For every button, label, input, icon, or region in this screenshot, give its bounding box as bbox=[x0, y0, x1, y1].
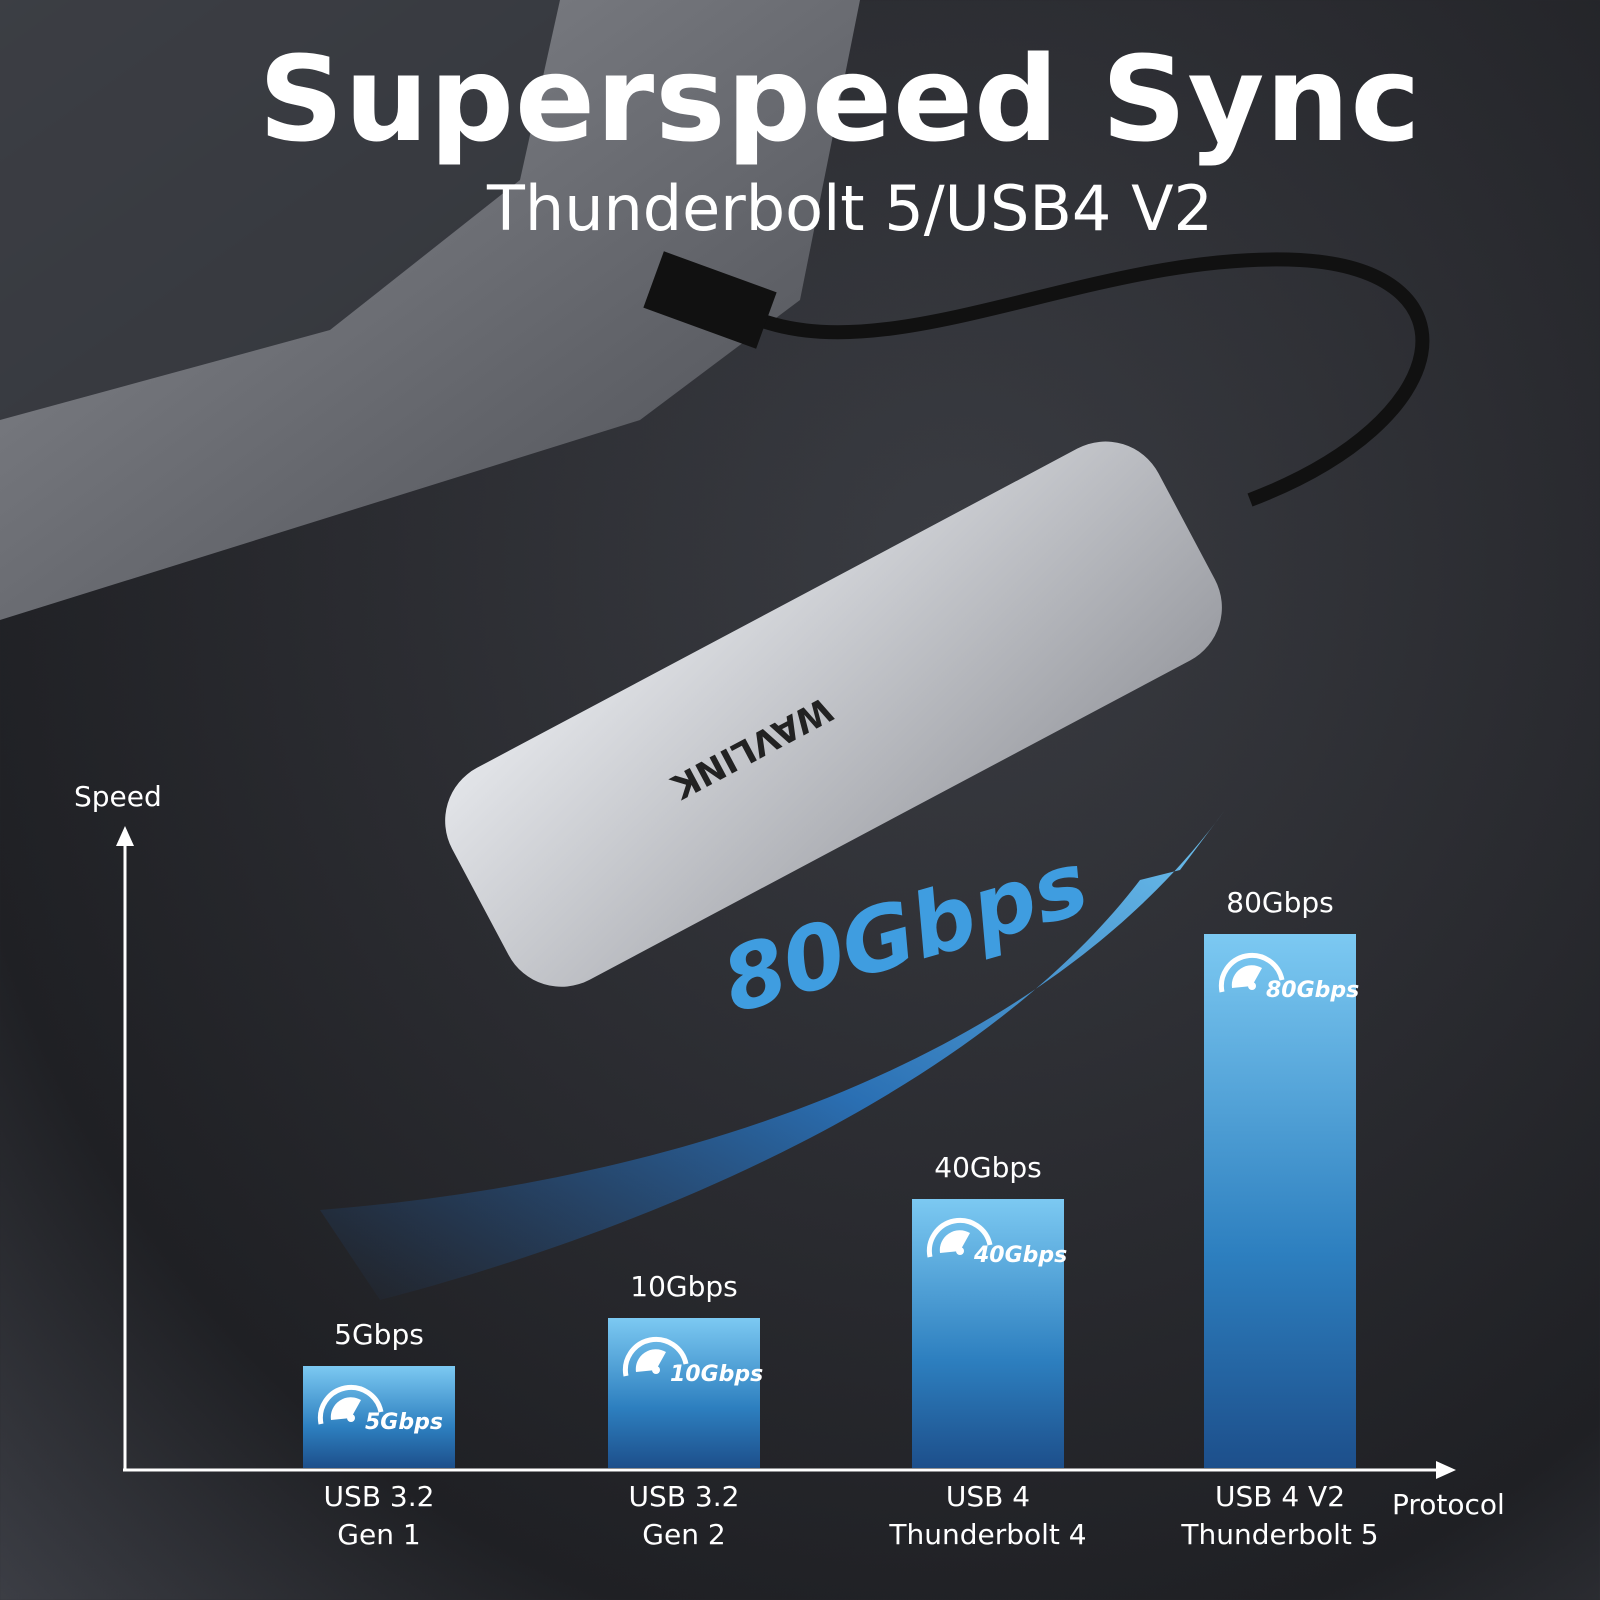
bar-value-label: 80Gbps bbox=[1226, 886, 1334, 919]
bar-value-label: 40Gbps bbox=[934, 1151, 1042, 1184]
bar-3 bbox=[1204, 934, 1356, 1468]
category-label-line: USB 4 V2 bbox=[1214, 1480, 1346, 1513]
x-axis-arrow bbox=[1436, 1461, 1456, 1479]
category-label-line: USB 4 bbox=[945, 1480, 1031, 1513]
speedometer-icon bbox=[317, 1384, 384, 1425]
y-axis-label: Speed bbox=[74, 780, 162, 813]
laptop-illustration bbox=[0, 0, 860, 620]
headline: Superspeed Sync bbox=[258, 30, 1422, 168]
category-label: USB 4 V2 Thunderbolt 5 bbox=[1120, 1478, 1440, 1554]
bar-inner-label: 40Gbps bbox=[974, 1243, 1068, 1268]
subheadline: Thunderbolt 5/USB4 V2 bbox=[487, 172, 1213, 245]
bar-inner-label: 80Gbps bbox=[1266, 978, 1360, 1003]
cable-plug-top bbox=[643, 251, 777, 349]
speedometer-icon bbox=[926, 1217, 993, 1258]
speedometer-icon bbox=[1218, 952, 1285, 993]
cable bbox=[757, 252, 1430, 507]
category-label-line: Thunderbolt 4 bbox=[889, 1518, 1087, 1551]
category-label-line: USB 3.2 bbox=[628, 1480, 740, 1513]
category-label-line: Thunderbolt 5 bbox=[1181, 1518, 1379, 1551]
bar-value-label: 5Gbps bbox=[334, 1318, 424, 1351]
bar-inner-label: 10Gbps bbox=[670, 1362, 764, 1387]
bar-1 bbox=[608, 1318, 760, 1468]
bar-inner-label: 5Gbps bbox=[365, 1410, 443, 1435]
category-label: USB 3.2 Gen 2 bbox=[524, 1478, 844, 1554]
category-label: USB 3.2 Gen 1 bbox=[219, 1478, 539, 1554]
category-label-line: USB 3.2 bbox=[323, 1480, 435, 1513]
category-label-line: Gen 2 bbox=[642, 1518, 726, 1551]
speedometer-icon bbox=[622, 1336, 689, 1377]
y-axis-arrow bbox=[116, 826, 134, 846]
x-axis-label: Protocol bbox=[1392, 1488, 1505, 1521]
category-label: USB 4 Thunderbolt 4 bbox=[828, 1478, 1148, 1554]
ssd-enclosure: WAVLINK bbox=[445, 441, 1222, 987]
category-label-line: Gen 1 bbox=[337, 1518, 421, 1551]
bar-0 bbox=[303, 1366, 455, 1468]
speed-arc bbox=[320, 810, 1225, 1300]
bar-value-label: 10Gbps bbox=[630, 1270, 738, 1303]
